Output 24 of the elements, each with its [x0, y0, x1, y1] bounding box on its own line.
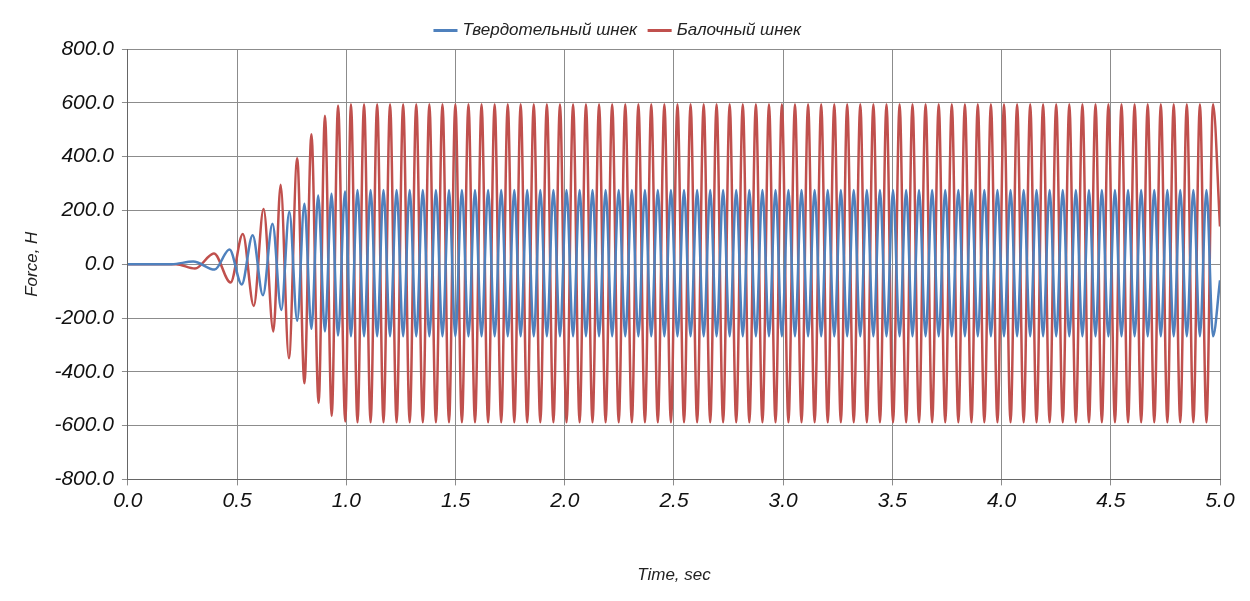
y-tick-label: 0.0: [84, 251, 115, 275]
y-tick-label: -800.0: [54, 466, 115, 490]
y-tick-label: 800.0: [61, 35, 115, 59]
y-tick-label: 600.0: [61, 89, 115, 113]
x-tick-label: 2.0: [549, 487, 580, 511]
x-tick-label: 3.5: [877, 487, 908, 511]
x-tick-label: 0.0: [113, 487, 143, 511]
y-tick-label: 400.0: [61, 143, 115, 167]
x-tick-label: 1.5: [440, 487, 471, 511]
legend-label: Балочный шнек: [676, 20, 802, 40]
x-tick-label: 0.5: [222, 487, 253, 511]
x-tick-label: 2.5: [658, 487, 689, 511]
x-axis-title: Time, sec: [637, 564, 712, 584]
x-tick-label: 4.5: [1096, 487, 1126, 511]
y-tick-label: -400.0: [54, 358, 115, 382]
y-axis-title: Force, H: [21, 230, 41, 297]
x-tick-label: 5.0: [1205, 487, 1235, 511]
x-tick-label: 4.0: [986, 487, 1017, 511]
x-tick-label: 3.0: [768, 487, 799, 511]
y-tick-label: -200.0: [54, 304, 115, 328]
legend-label: Твердотельный шнек: [462, 20, 639, 40]
x-tick-label: 1.0: [331, 487, 362, 511]
y-tick-label: -600.0: [54, 412, 115, 436]
y-tick-label: 200.0: [60, 197, 115, 221]
